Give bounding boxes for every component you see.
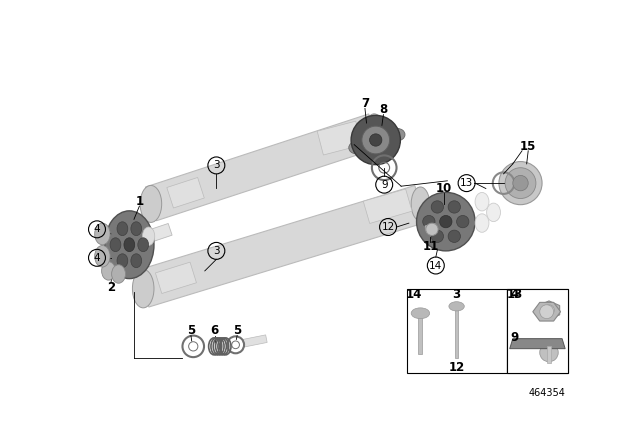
Text: 12: 12 (381, 222, 395, 232)
Ellipse shape (448, 230, 460, 242)
Polygon shape (355, 127, 399, 152)
Text: 7: 7 (361, 97, 369, 110)
Ellipse shape (365, 114, 383, 148)
Polygon shape (509, 339, 565, 349)
Text: 12: 12 (449, 361, 465, 374)
Ellipse shape (431, 230, 444, 242)
Ellipse shape (131, 222, 141, 236)
Ellipse shape (132, 269, 154, 308)
Ellipse shape (349, 142, 364, 154)
Ellipse shape (431, 201, 444, 213)
Text: 13: 13 (506, 288, 522, 301)
Polygon shape (455, 304, 458, 358)
Text: 8: 8 (380, 103, 388, 116)
Ellipse shape (417, 192, 475, 251)
Ellipse shape (543, 305, 554, 315)
Polygon shape (167, 177, 204, 208)
Text: 10: 10 (435, 182, 452, 195)
Ellipse shape (131, 254, 141, 267)
Polygon shape (547, 346, 551, 363)
Bar (507, 331, 568, 373)
Ellipse shape (411, 308, 429, 319)
Ellipse shape (117, 222, 128, 236)
Text: 3: 3 (452, 288, 461, 301)
Bar (507, 289, 568, 331)
Ellipse shape (475, 193, 489, 211)
Ellipse shape (475, 214, 489, 233)
Ellipse shape (143, 227, 155, 246)
Ellipse shape (499, 162, 542, 205)
Bar (507, 289, 568, 373)
Ellipse shape (540, 305, 554, 319)
Polygon shape (538, 301, 559, 319)
Ellipse shape (505, 168, 536, 198)
Ellipse shape (449, 302, 464, 311)
Text: 464354: 464354 (529, 388, 566, 397)
Text: 3: 3 (213, 160, 220, 170)
Text: 2: 2 (107, 281, 115, 294)
Polygon shape (419, 310, 422, 354)
Text: 11: 11 (422, 240, 438, 253)
Text: 3: 3 (213, 246, 220, 256)
Text: 9: 9 (381, 180, 388, 190)
Polygon shape (364, 189, 412, 224)
Polygon shape (243, 335, 267, 347)
Text: 5: 5 (187, 324, 195, 337)
Text: 14: 14 (406, 288, 422, 301)
Ellipse shape (362, 126, 390, 154)
Ellipse shape (110, 238, 121, 252)
Polygon shape (425, 224, 436, 233)
Ellipse shape (124, 238, 135, 252)
Text: 4: 4 (93, 253, 100, 263)
Ellipse shape (411, 187, 429, 221)
Text: 4: 4 (93, 224, 100, 234)
Ellipse shape (95, 223, 110, 245)
Text: 1: 1 (135, 195, 143, 208)
Ellipse shape (369, 134, 382, 146)
Ellipse shape (138, 238, 148, 252)
Ellipse shape (426, 223, 438, 236)
Polygon shape (317, 121, 362, 155)
Ellipse shape (105, 211, 154, 279)
Ellipse shape (540, 343, 558, 362)
Ellipse shape (351, 116, 401, 165)
Bar (406, 289, 507, 373)
Polygon shape (533, 302, 561, 321)
Ellipse shape (95, 246, 110, 267)
Ellipse shape (486, 203, 500, 222)
Ellipse shape (111, 265, 125, 283)
Text: 9: 9 (510, 331, 518, 344)
Polygon shape (419, 213, 437, 226)
Polygon shape (145, 224, 172, 243)
Polygon shape (145, 114, 380, 221)
Text: 5: 5 (233, 324, 241, 337)
Ellipse shape (513, 176, 528, 191)
Ellipse shape (440, 215, 452, 228)
Ellipse shape (456, 215, 469, 228)
Ellipse shape (390, 129, 405, 141)
Text: 15: 15 (520, 140, 536, 153)
Text: 14: 14 (429, 260, 442, 271)
Text: 13: 13 (460, 178, 473, 188)
Ellipse shape (117, 254, 128, 267)
Polygon shape (138, 185, 426, 307)
Text: 4: 4 (510, 288, 518, 301)
Polygon shape (156, 262, 196, 293)
Text: 6: 6 (211, 324, 219, 337)
Ellipse shape (102, 262, 115, 280)
Ellipse shape (422, 215, 435, 228)
Ellipse shape (448, 201, 460, 213)
Ellipse shape (140, 185, 162, 222)
